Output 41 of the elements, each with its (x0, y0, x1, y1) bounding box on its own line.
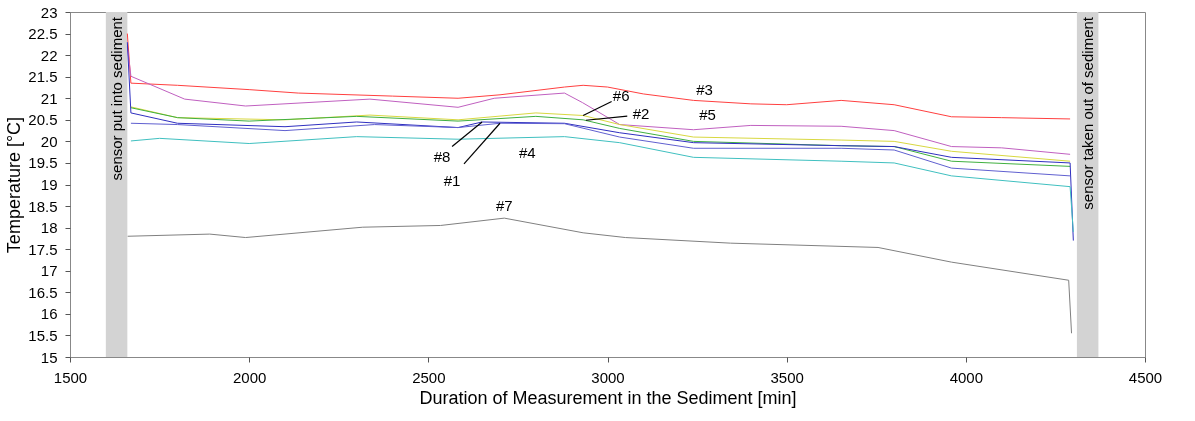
line-series (126, 41, 1074, 242)
y-tick-label: 16 (40, 305, 58, 323)
annotation: #2 (632, 105, 650, 123)
line-series (127, 217, 1073, 334)
line-series (126, 33, 1071, 120)
x-tick-label: 3000 (591, 368, 625, 386)
line-series (130, 136, 1074, 233)
y-tick-label: 16.5 (28, 283, 58, 301)
y-tick-label: 22 (40, 46, 58, 64)
y-axis-title: Temperature [°C] (4, 116, 25, 254)
y-tick-label: 18.5 (28, 197, 58, 215)
annotation: #8 (433, 147, 451, 165)
y-tick-label: 15 (40, 348, 58, 366)
annotation: #5 (699, 106, 716, 124)
y-tick-label: 15.5 (28, 326, 58, 344)
annotation: #4 (518, 144, 536, 162)
annotation: #3 (696, 80, 713, 98)
y-tick-label: 19 (40, 176, 58, 193)
y-tick-label: 20 (40, 132, 58, 150)
x-tick-label: 1500 (53, 368, 88, 386)
y-tick-label: 21 (40, 89, 58, 107)
y-tick-label: 18 (40, 219, 58, 237)
band-label: sensor put into sediment (107, 16, 125, 181)
band-label: sensor taken out of sediment (1078, 16, 1096, 210)
y-tick-label: 23 (40, 3, 58, 21)
x-tick-label: 3500 (770, 368, 804, 386)
y-tick-label: 22.5 (28, 25, 58, 43)
y-tick-label: 20.5 (28, 111, 58, 129)
annotation: #7 (495, 197, 513, 215)
y-tick-label: 19.5 (28, 154, 58, 172)
x-tick-label: 4000 (949, 368, 984, 386)
annotation: #6 (612, 86, 630, 104)
x-axis-title: Duration of Measurement in the Sediment [min] (419, 387, 797, 408)
y-tick-label: 17 (40, 262, 58, 280)
x-tick-label: 2500 (412, 368, 446, 386)
line-series (130, 122, 1071, 177)
x-tick-label: 4500 (1128, 368, 1163, 386)
x-tick-label: 2000 (232, 368, 267, 386)
y-tick-label: 17.5 (28, 240, 58, 258)
y-tick-label: 21.5 (28, 68, 58, 86)
annotation: #1 (443, 172, 461, 190)
